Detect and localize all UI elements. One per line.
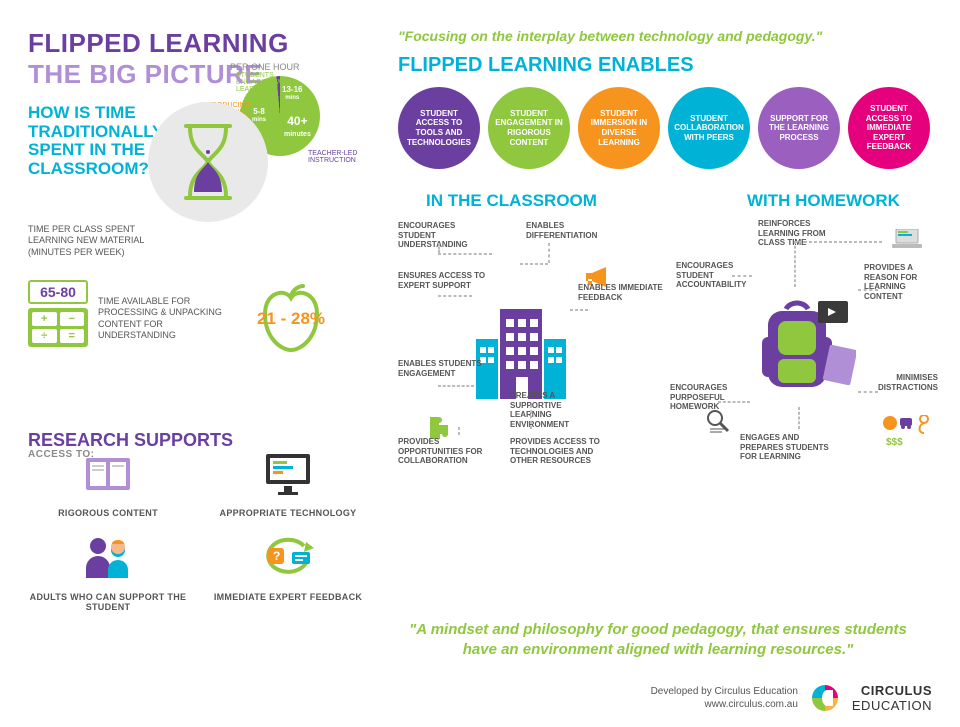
- cb-0: ENCOURAGES STUDENT UNDERSTANDING: [398, 221, 488, 250]
- benefits-area: $$$ ENCOURAGES STUDENT UNDERSTANDING ENA…: [398, 215, 938, 485]
- pie-val-1: 5-8mins: [252, 108, 266, 124]
- cb-5: CREATES A SUPPORTIVE LEARNING ENVIRONMEN…: [510, 391, 600, 429]
- research-item-0: RIGOROUS CONTENT: [28, 444, 188, 518]
- enable-circle-2: STUDENT IMMERSION IN DIVERSE LEARNING: [578, 87, 660, 169]
- in-classroom-heading: IN THE CLASSROOM: [426, 191, 597, 211]
- backpack-icon: [756, 291, 856, 406]
- research-label: RIGOROUS CONTENT: [28, 508, 188, 518]
- monitor-icon: [208, 444, 368, 504]
- with-homework-heading: WITH HOMEWORK: [747, 191, 900, 211]
- hb-0: REINFORCES LEARNING FROM CLASS TIME: [758, 219, 848, 248]
- hb-4: MINIMISES DISTRACTIONS: [858, 373, 938, 392]
- enable-circle-4: SUPPORT FOR THE LEARNING PROCESS: [758, 87, 840, 169]
- main-title-line1: FLIPPED LEARNING: [28, 28, 368, 59]
- apple-value: 21 - 28%: [252, 280, 330, 358]
- feedback-icon: ?: [208, 528, 368, 588]
- hb-2: PROVIDES A REASON FOR LEARNING CONTENT: [864, 263, 938, 301]
- enable-circle-3: STUDENT COLLABORATION WITH PEERS: [668, 87, 750, 169]
- calc-value: 65-80: [28, 280, 88, 304]
- circulus-logo-icon: [812, 685, 838, 711]
- svg-text:?: ?: [273, 549, 280, 563]
- magnifier-icon: [706, 409, 730, 438]
- distractions-icon: $$$: [880, 415, 936, 456]
- svg-text:$$$: $$$: [886, 437, 903, 448]
- bottom-quote: "A mindset and philosophy for good pedag…: [398, 620, 918, 661]
- cb-6: PROVIDES OPPORTUNITIES FOR COLLABORATION: [398, 437, 488, 466]
- research-grid: RIGOROUS CONTENT APPROPRIATE TECHNOLOGY AD…: [28, 444, 368, 612]
- research-item-2: ADULTS WHO CAN SUPPORT THE STUDENT: [28, 528, 188, 612]
- brand-text: CIRCULUSEDUCATION: [852, 683, 932, 713]
- enable-circle-5: STUDENT ACCESS TO IMMEDIATE EXPERT FEEDB…: [848, 87, 930, 169]
- enable-circle-1: STUDENT ENGAGEMENT IN RIGOROUS CONTENT: [488, 87, 570, 169]
- laptop-icon: [892, 229, 922, 256]
- cb-3: ENABLES IMMEDIATE FEEDBACK: [578, 283, 668, 302]
- tagline: "Focusing on the interplay between techn…: [398, 28, 938, 44]
- pie-val-2: 40+minutes: [284, 116, 311, 138]
- hb-1: ENCOURAGES STUDENT ACCOUNTABILITY: [676, 261, 766, 290]
- calculator-icon: 65-80 +− ÷=: [28, 280, 88, 347]
- research-label: IMMEDIATE EXPERT FEEDBACK: [208, 592, 368, 602]
- time-available-text: TIME AVAILABLE FOR PROCESSING & UNPACKIN…: [98, 296, 238, 341]
- pie-val-0: 13-16mins: [282, 86, 302, 102]
- footer: Developed by Circulus Education www.circ…: [651, 683, 932, 713]
- per-hour-label: PER ONE HOUR: [230, 62, 300, 72]
- enables-circles: STUDENT ACCESS TO TOOLS AND TECHNOLOGIES…: [398, 87, 938, 169]
- research-item-3: ? IMMEDIATE EXPERT FEEDBACK: [208, 528, 368, 612]
- research-label: ADULTS WHO CAN SUPPORT THE STUDENT: [28, 592, 188, 612]
- pie-label-teacher: TEACHER-LED INSTRUCTION: [308, 150, 368, 164]
- apple-icon: 21 - 28%: [252, 280, 330, 358]
- building-icon: [476, 299, 566, 404]
- enables-title: FLIPPED LEARNING ENABLES: [398, 54, 938, 77]
- footer-line2: www.circulus.com.au: [651, 698, 798, 711]
- cb-7: PROVIDES ACCESS TO TECHNOLOGIES AND OTHE…: [510, 437, 600, 466]
- book-icon: [28, 444, 188, 504]
- enable-circle-0: STUDENT ACCESS TO TOOLS AND TECHNOLOGIES: [398, 87, 480, 169]
- people-icon: [28, 528, 188, 588]
- research-label: APPROPRIATE TECHNOLOGY: [208, 508, 368, 518]
- research-item-1: APPROPRIATE TECHNOLOGY: [208, 444, 368, 518]
- hb-5: ENGAGES AND PREPARES STUDENTS FOR LEARNI…: [740, 433, 830, 462]
- cb-1: ENABLES DIFFERENTIATION: [526, 221, 616, 240]
- cb-2: ENSURES ACCESS TO EXPERT SUPPORT: [398, 271, 488, 290]
- cb-4: ENABLES STUDENTS ENGAGEMENT: [398, 359, 488, 378]
- main-title-line2: THE BIG PICTURE: [28, 59, 368, 90]
- footer-line1: Developed by Circulus Education: [651, 685, 798, 698]
- hourglass-icon: [148, 102, 268, 222]
- hb-3: ENCOURAGES PURPOSEFUL HOMEWORK: [670, 383, 760, 412]
- time-per-class-text: TIME PER CLASS SPENT LEARNING NEW MATERI…: [28, 224, 148, 258]
